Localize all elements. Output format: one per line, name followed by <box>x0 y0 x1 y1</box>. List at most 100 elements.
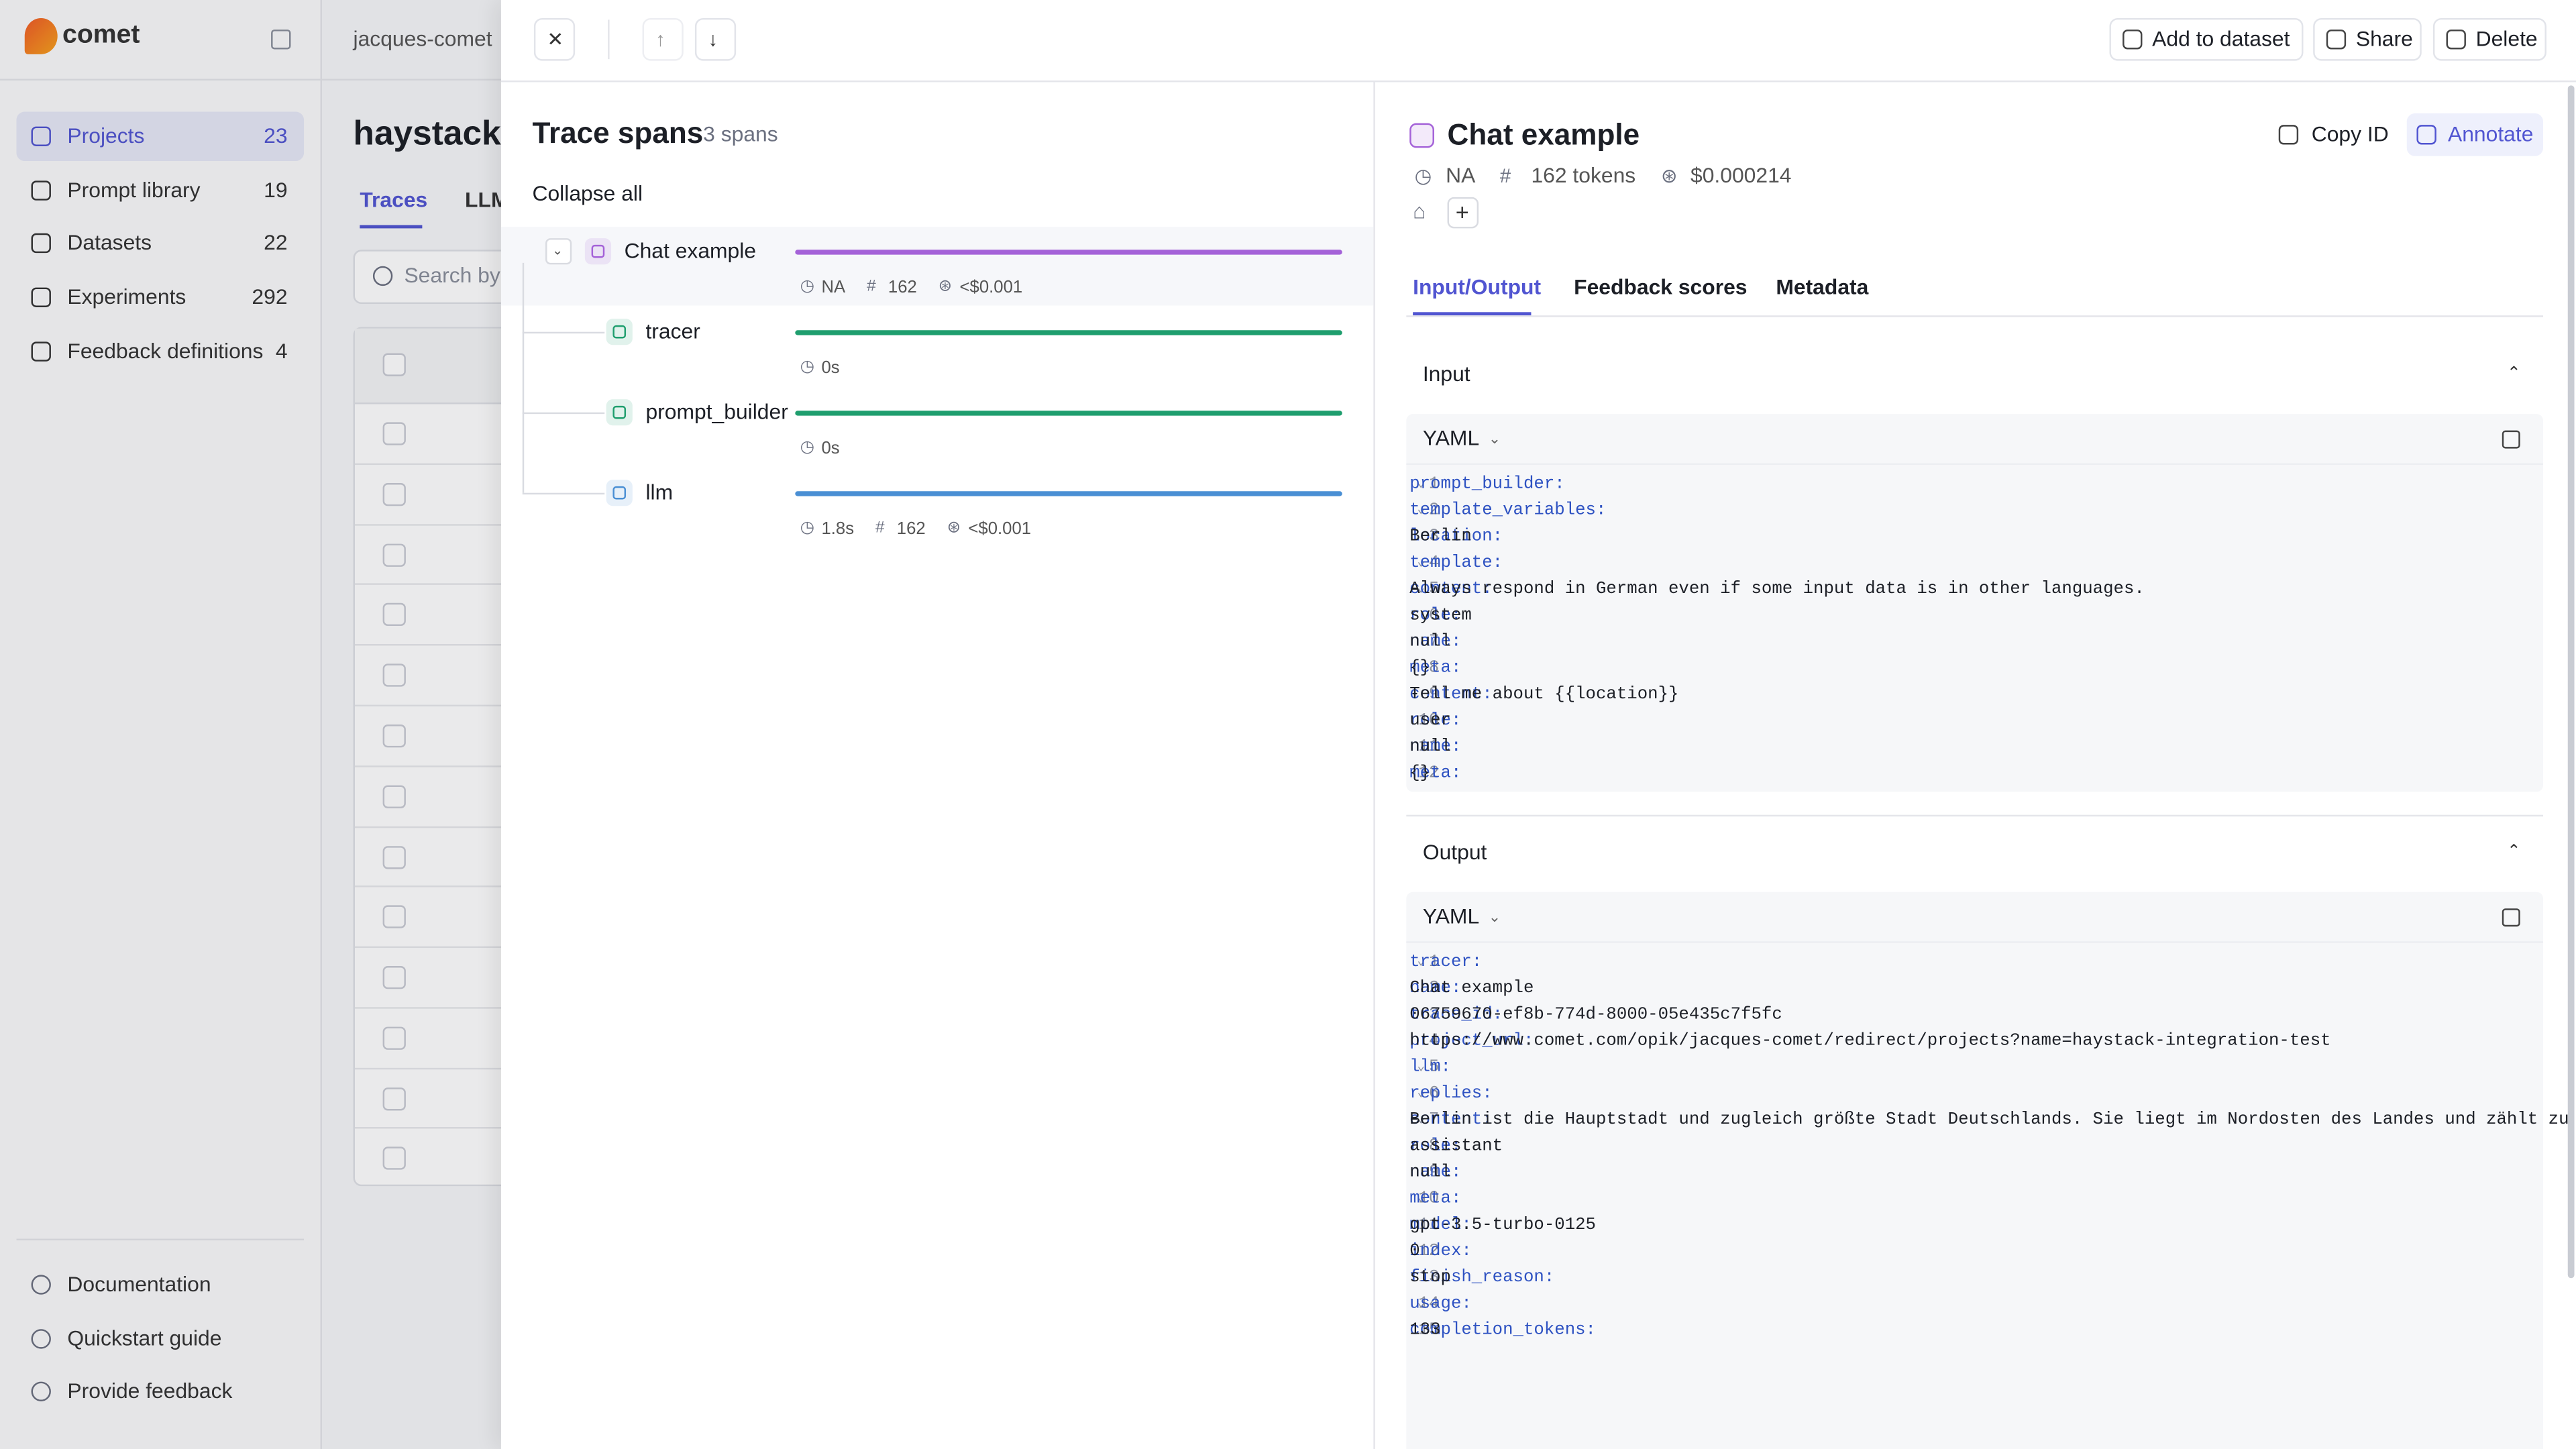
collapse-icon[interactable] <box>271 30 291 50</box>
code-value: 0 <box>1409 1242 1420 1262</box>
code-value: null <box>1409 632 1451 653</box>
line-number: 6 <box>1428 606 1440 627</box>
footer-link[interactable]: Provide feedback <box>67 1378 233 1403</box>
checkbox[interactable] <box>382 905 406 928</box>
line-number: 1 <box>1428 474 1440 495</box>
line-number: 2 <box>1428 500 1440 521</box>
detail-tab[interactable]: Feedback scores <box>1574 274 1748 299</box>
span-meta-icon: ◷ <box>800 438 815 457</box>
nav-count: 23 <box>264 123 288 148</box>
checkbox[interactable] <box>382 353 406 376</box>
row-line <box>354 826 549 828</box>
row-line <box>354 1067 549 1070</box>
code-line: 11 model: gpt-3.5-turbo-0125 <box>1409 1212 2526 1238</box>
code-key: name: <box>1409 1163 1462 1183</box>
nav-item[interactable]: Experiments <box>67 284 186 309</box>
code-value: https://www.comet.com/opik/jacques-comet… <box>1409 1031 2331 1052</box>
checkbox[interactable] <box>382 663 406 687</box>
add-tag[interactable] <box>1447 197 1479 229</box>
annotate-button[interactable] <box>2406 113 2544 156</box>
expand-toggle[interactable] <box>545 238 572 265</box>
span-bar <box>795 249 1342 254</box>
code-key: meta: <box>1409 763 1462 784</box>
code-line: 8 meta: {} <box>1409 655 2526 682</box>
code-line: 5 ⌄ llm: <box>1409 1055 2526 1081</box>
search-placeholder: Search by <box>404 262 500 288</box>
brand: comet <box>62 21 140 50</box>
code-key: completion_tokens: <box>1409 1320 1596 1341</box>
checkbox[interactable] <box>382 1146 406 1170</box>
checkbox[interactable] <box>382 483 406 506</box>
icon <box>31 1329 51 1349</box>
checkbox[interactable] <box>382 543 406 567</box>
line-number: 9 <box>1428 685 1440 705</box>
code-value: user <box>1409 711 1451 731</box>
span-name[interactable]: Chat example <box>624 238 757 263</box>
checkbox[interactable] <box>382 846 406 869</box>
action-label[interactable]: Share <box>2355 26 2413 51</box>
nav-item[interactable]: Datasets <box>67 229 152 255</box>
code-line: 12 meta: {} <box>1409 761 2526 787</box>
code-line: 6 role: system <box>1409 603 2526 629</box>
checkbox[interactable] <box>382 602 406 627</box>
icon <box>31 1381 51 1401</box>
code-line: 15 completion_tokens: 133 <box>1409 1318 2526 1344</box>
checkbox[interactable] <box>382 1087 406 1111</box>
logo <box>24 17 58 54</box>
row-line <box>354 644 549 646</box>
line-number: 10 <box>1418 711 1440 731</box>
span-name[interactable]: llm <box>645 480 674 504</box>
code-line: 3 trace_id: 06759670-ef8b-774d-8000-05e4… <box>1409 1002 2526 1028</box>
close-button[interactable] <box>533 17 576 61</box>
code-key: replies: <box>1409 1084 1493 1104</box>
copy-id[interactable]: Copy ID <box>2311 121 2389 146</box>
detail-tab[interactable]: Metadata <box>1776 274 1869 299</box>
tab[interactable]: Traces <box>360 187 428 212</box>
code-line: 7 name: null <box>1409 629 2526 655</box>
footer-link[interactable]: Quickstart guide <box>67 1326 222 1351</box>
action-button[interactable] <box>2432 17 2546 61</box>
row-line <box>354 765 549 767</box>
prev-button[interactable] <box>642 17 684 61</box>
checkbox[interactable] <box>382 785 406 808</box>
checkbox[interactable] <box>382 966 406 989</box>
nav-count: 19 <box>264 177 288 203</box>
line-number: 1 <box>1428 953 1440 973</box>
nav-item[interactable]: Prompt library <box>67 177 201 203</box>
next-button[interactable] <box>694 17 737 61</box>
checkbox[interactable] <box>382 422 406 445</box>
checkbox[interactable] <box>382 1026 406 1050</box>
action-button[interactable] <box>2313 17 2422 61</box>
span-bar <box>795 410 1342 415</box>
stat: $0.000214 <box>1690 162 1792 188</box>
section-label[interactable]: Output <box>1422 839 1487 865</box>
code-box <box>1406 892 2544 1449</box>
annotate[interactable]: Annotate <box>2447 121 2534 146</box>
section-label[interactable]: Input <box>1422 361 1470 386</box>
code-key: index: <box>1409 1242 1472 1262</box>
arrow: ↓ <box>708 28 718 51</box>
format[interactable]: YAML <box>1422 903 1480 928</box>
checkbox[interactable] <box>382 724 406 748</box>
row-line <box>354 463 549 466</box>
detail-tab[interactable]: Input/Output <box>1413 274 1542 299</box>
collapse-all[interactable]: Collapse all <box>532 180 643 206</box>
span-name[interactable]: prompt_builder <box>645 399 788 424</box>
toolbar-separator <box>608 19 610 60</box>
span-name[interactable]: tracer <box>645 319 700 343</box>
fold-marker: ⌄ <box>1417 555 1426 570</box>
code-line: 9 name: null <box>1409 1160 2526 1186</box>
span-meta-icon: # <box>867 277 876 296</box>
copy-icon[interactable] <box>2502 430 2520 449</box>
format[interactable]: YAML <box>1422 425 1480 451</box>
fold-marker: ⌄ <box>1417 954 1426 969</box>
action-label[interactable]: Delete <box>2475 26 2538 51</box>
code-key: project_url: <box>1409 1031 1534 1052</box>
row-line <box>354 1127 549 1129</box>
copy-icon[interactable] <box>2502 908 2520 927</box>
nav-item[interactable]: Feedback definitions <box>67 338 264 364</box>
action-label[interactable]: Add to dataset <box>2152 26 2290 51</box>
footer-link[interactable]: Documentation <box>67 1271 211 1297</box>
nav-item[interactable]: Projects <box>67 123 145 148</box>
